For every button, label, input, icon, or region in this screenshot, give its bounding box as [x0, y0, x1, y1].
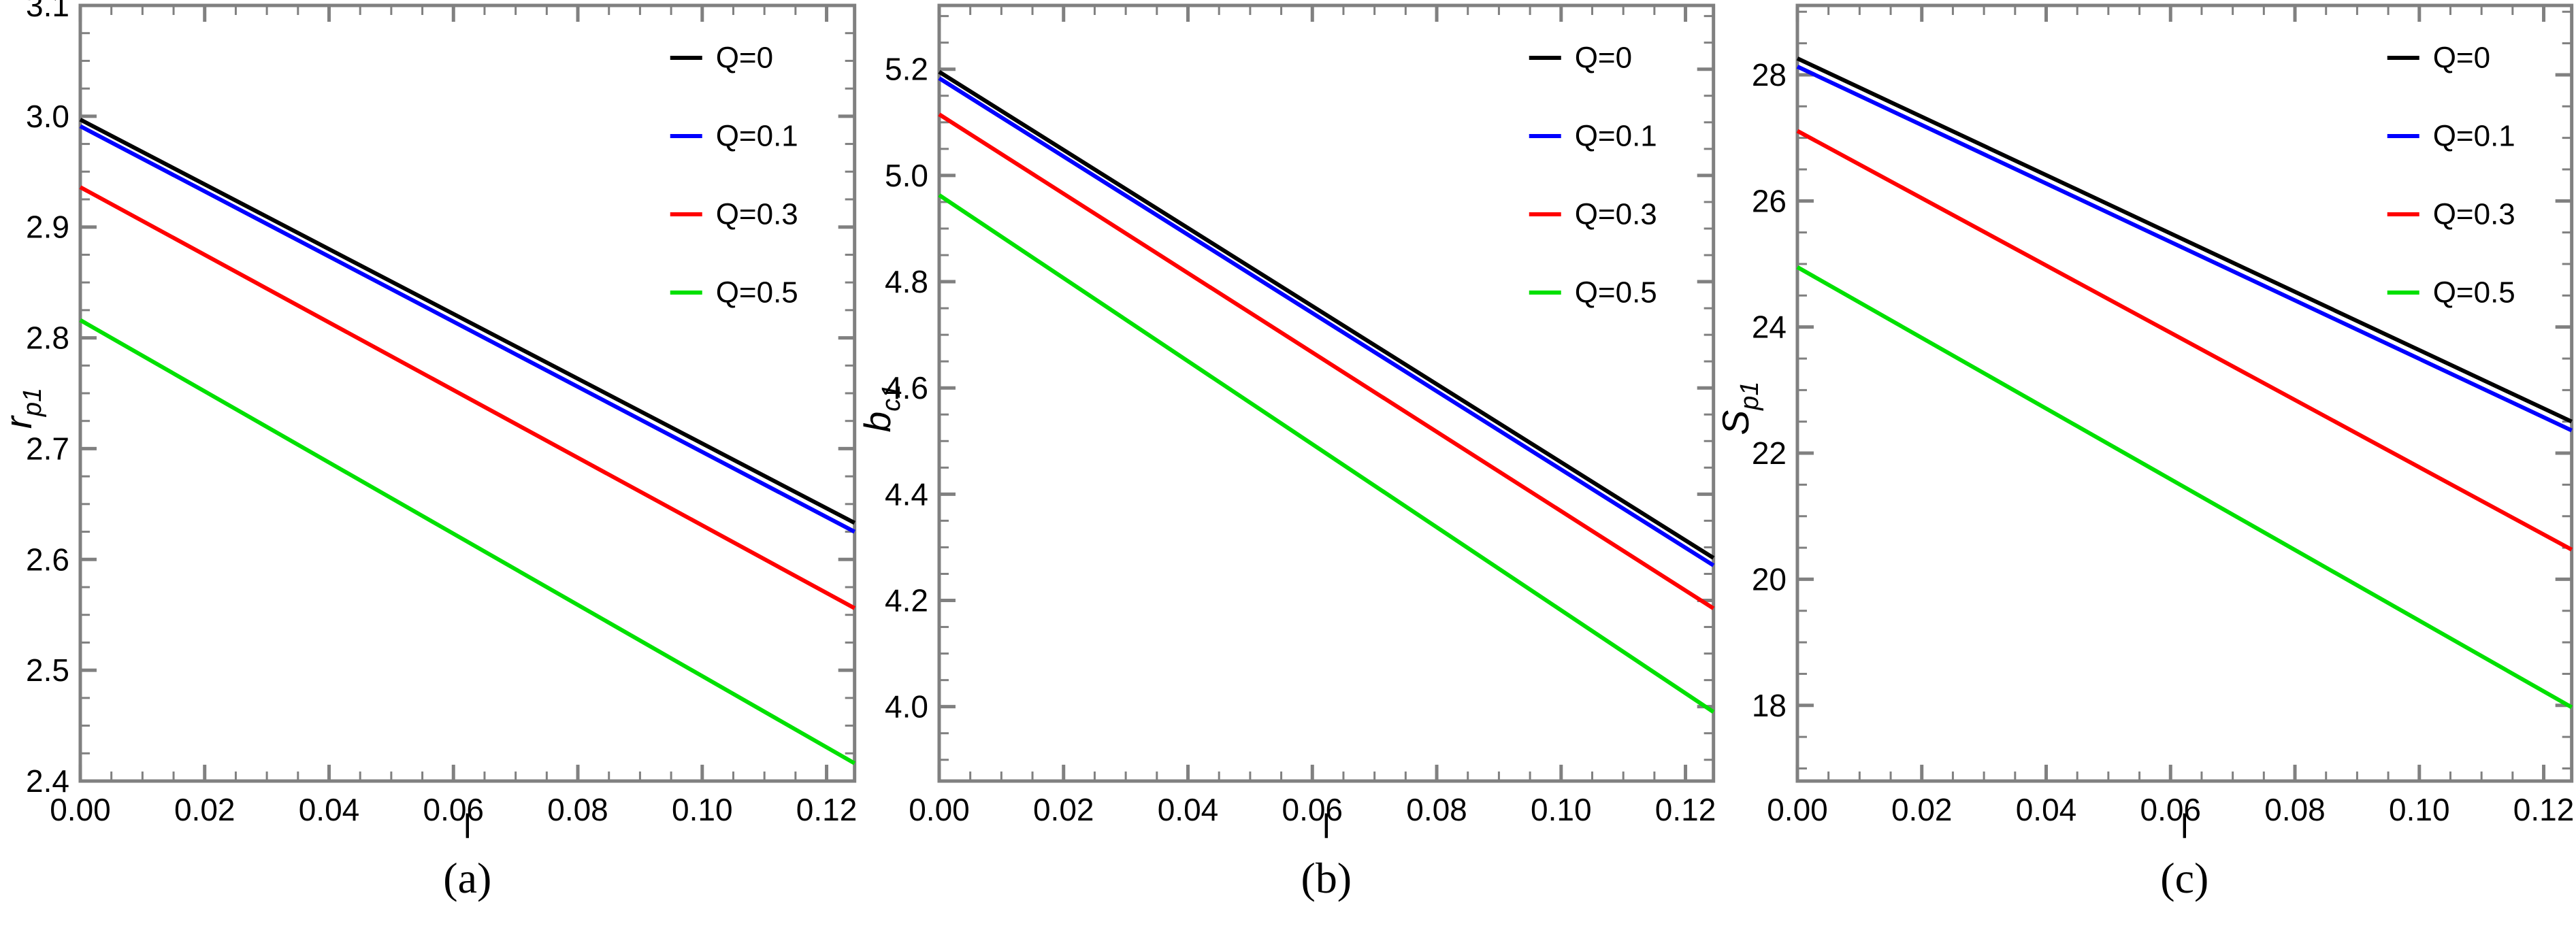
legend-label: Q=0.5	[2433, 276, 2515, 309]
panel-caption: (c)	[2161, 854, 2209, 902]
legend: Q=0 Q=0.1 Q=0.3 Q=0.5	[670, 41, 798, 310]
y-tick-label: 4.6	[885, 370, 928, 405]
x-tick-label: 0.06	[423, 792, 484, 827]
series-line-Q01	[938, 76, 1714, 567]
y-tick-label: 4.0	[885, 689, 928, 725]
x-tick-label: 0.12	[796, 792, 857, 827]
y-tick-label: 3.0	[26, 99, 69, 134]
legend-label: Q=0.3	[716, 197, 798, 231]
x-tick-label: 0.02	[1891, 792, 1952, 827]
legend-label: Q=0.1	[716, 119, 798, 152]
y-axis-label-base: r	[0, 414, 39, 429]
y-tick-label: 4.8	[885, 264, 928, 299]
y-axis-label-subscript: p1	[18, 388, 47, 417]
y-tick-label: 2.7	[26, 431, 69, 466]
x-tick-label: 0.02	[1033, 792, 1094, 827]
y-tick-label: 5.0	[885, 158, 928, 193]
series-line-Q03	[1796, 129, 2573, 552]
y-tick-label: 4.2	[885, 583, 928, 618]
y-axis-label-subscript: c1	[877, 384, 906, 412]
y-tick-label: 5.2	[885, 52, 928, 87]
y-axis-label: bc1	[859, 384, 906, 433]
chart-panel-a: 0.00 0.02 0.04 0.06 0.08 0.10 0.12 2.4 2.5 2.6 2.7…	[0, 0, 859, 928]
series-line-Q05	[1796, 265, 2573, 710]
legend-label: Q=0	[2433, 41, 2490, 74]
y-axis-label: Sp1	[1717, 382, 1764, 435]
legend: Q=0 Q=0.1 Q=0.3 Q=0.5	[1529, 41, 1657, 310]
x-tick-label: 0.08	[1406, 792, 1467, 827]
chart-svg-a: 0.00 0.02 0.04 0.06 0.08 0.10 0.12 2.4 2.5 2.6 2.7…	[0, 0, 857, 902]
x-tick-label: 0.00	[50, 792, 110, 827]
series-line-Q0	[938, 70, 1714, 560]
legend-label: Q=0.5	[716, 276, 798, 309]
y-tick-label: 22	[1752, 435, 1787, 471]
y-axis-label-subscript: p1	[1735, 382, 1764, 411]
y-tick-label: 28	[1752, 57, 1787, 93]
y-tick-label: 18	[1752, 688, 1787, 723]
chart-panel-c: 0.00 0.02 0.04 0.06 0.08 0.10 0.12 18 20 22 24 26 28…	[1717, 0, 2576, 928]
x-tick-label: 0.10	[672, 792, 732, 827]
y-axis-label-base: S	[1717, 410, 1757, 435]
series-line-Q0	[79, 118, 856, 525]
series-line-Q05	[937, 193, 1715, 714]
x-tick-label: 0.00	[909, 792, 969, 827]
legend-label: Q=0.1	[1574, 119, 1657, 152]
plot-frame	[1795, 3, 2574, 783]
x-tick-label: 0.10	[1531, 792, 1591, 827]
chart-panel-b: 0.00 0.02 0.04 0.06 0.08 0.10 0.12 4.0 4.2 4.4 4.6…	[859, 0, 1718, 928]
y-axis-label-base: b	[859, 412, 898, 433]
series-line-Q03	[79, 185, 856, 610]
plot-frame	[937, 3, 1715, 783]
legend-label: Q=0	[716, 41, 773, 74]
plot-frame	[78, 3, 857, 783]
y-axis-label: rp1	[0, 388, 47, 429]
series-line-Q0	[1797, 56, 2573, 424]
y-tick-label: 2.8	[26, 320, 69, 356]
y-tick-label: 4.4	[885, 476, 928, 512]
panel-caption: (a)	[443, 854, 491, 902]
panel-caption: (b)	[1301, 854, 1352, 902]
y-tick-label: 20	[1752, 561, 1787, 597]
series-line-Q01	[1797, 65, 2573, 433]
x-tick-label: 0.08	[547, 792, 608, 827]
series-line-Q03	[938, 112, 1714, 610]
x-axis-label: l	[2181, 808, 2189, 846]
chart-svg-b: 0.00 0.02 0.04 0.06 0.08 0.10 0.12 4.0 4.2 4.4 4.6…	[859, 3, 1716, 902]
x-tick-label: 0.12	[1654, 792, 1715, 827]
x-axis-label: l	[463, 808, 471, 846]
y-tick-label: 3.1	[26, 0, 69, 23]
y-tick-label: 26	[1752, 183, 1787, 218]
x-tick-label: 0.04	[2016, 792, 2076, 827]
y-tick-label: 2.5	[26, 652, 69, 688]
chart-svg-c: 0.00 0.02 0.04 0.06 0.08 0.10 0.12 18 20 22 24 26 28…	[1717, 3, 2575, 902]
x-tick-label: 0.04	[299, 792, 359, 827]
legend-label: Q=0.5	[1574, 276, 1657, 309]
legend-label: Q=0.3	[1574, 197, 1657, 231]
y-tick-label: 2.9	[26, 210, 69, 245]
legend: Q=0 Q=0.1 Q=0.3 Q=0.5	[2387, 41, 2515, 310]
legend-label: Q=0.3	[2433, 197, 2515, 231]
x-tick-label: 0.10	[2389, 792, 2449, 827]
series-line-Q01	[79, 124, 856, 534]
x-tick-label: 0.00	[1767, 792, 1828, 827]
series-line-Q05	[79, 318, 856, 765]
legend-label: Q=0	[1574, 41, 1631, 74]
x-tick-label: 0.08	[2265, 792, 2326, 827]
y-tick-label: 2.6	[26, 542, 69, 577]
legend-label: Q=0.1	[2433, 119, 2515, 152]
x-tick-label: 0.06	[2140, 792, 2201, 827]
x-tick-label: 0.04	[1157, 792, 1218, 827]
x-axis-label: l	[1322, 808, 1330, 846]
y-tick-label: 2.4	[26, 763, 69, 799]
y-tick-label: 24	[1752, 310, 1787, 345]
x-tick-label: 0.12	[2513, 792, 2574, 827]
x-tick-label: 0.06	[1282, 792, 1342, 827]
x-tick-label: 0.02	[174, 792, 235, 827]
